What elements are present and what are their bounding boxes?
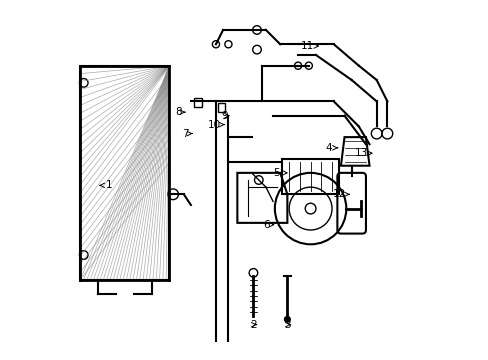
Text: 1: 1 bbox=[100, 180, 112, 190]
Text: 13: 13 bbox=[354, 148, 371, 158]
Bar bbox=[282, 158, 339, 194]
Bar bbox=[194, 98, 201, 107]
Text: 11: 11 bbox=[300, 41, 318, 51]
Text: 12: 12 bbox=[332, 189, 348, 199]
Text: 2: 2 bbox=[250, 320, 257, 330]
Text: 3: 3 bbox=[284, 320, 290, 330]
Circle shape bbox=[224, 41, 231, 48]
Text: 9: 9 bbox=[222, 111, 229, 121]
Text: 6: 6 bbox=[263, 220, 273, 230]
Circle shape bbox=[305, 62, 312, 69]
Bar bbox=[80, 66, 169, 280]
Text: 5: 5 bbox=[273, 168, 286, 178]
Circle shape bbox=[294, 62, 301, 69]
Text: 8: 8 bbox=[175, 107, 184, 117]
Text: 7: 7 bbox=[182, 129, 192, 139]
Circle shape bbox=[212, 41, 219, 48]
Text: 4: 4 bbox=[325, 143, 337, 153]
Bar bbox=[217, 103, 224, 112]
Circle shape bbox=[284, 316, 290, 322]
Text: 10: 10 bbox=[208, 120, 224, 130]
